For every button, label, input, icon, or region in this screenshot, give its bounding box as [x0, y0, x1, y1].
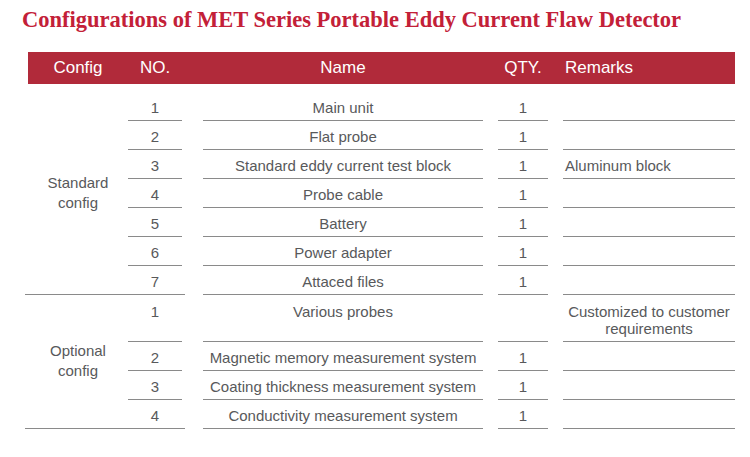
table-row: 1 Main unit 1 [28, 92, 735, 121]
qty-cell: 1 [498, 208, 548, 237]
remarks-cell: Aluminum block [563, 150, 735, 179]
remarks-cell [563, 92, 735, 121]
remarks-cell [563, 121, 735, 150]
no-cell: 6 [128, 237, 182, 266]
qty-cell: 1 [498, 400, 548, 429]
name-cell: Various probes [203, 295, 483, 342]
config-group-label: Optional config [28, 295, 128, 427]
no-cell: 2 [128, 342, 182, 371]
table-row: 6 Power adapter 1 [28, 237, 735, 266]
qty-cell [498, 295, 548, 342]
name-cell: Standard eddy current test block [203, 150, 483, 179]
remarks-cell [563, 179, 735, 208]
header-no: NO. [128, 58, 182, 78]
qty-cell: 1 [498, 179, 548, 208]
no-cell: 3 [128, 150, 182, 179]
config-group-label: Standard config [28, 92, 128, 293]
no-cell: 2 [128, 121, 182, 150]
qty-cell: 1 [498, 121, 548, 150]
no-cell: 4 [128, 400, 182, 429]
table-row: 2 Magnetic memory measurement system 1 [28, 342, 735, 371]
name-cell: Power adapter [203, 237, 483, 266]
name-cell: Probe cable [203, 179, 483, 208]
remarks-cell [563, 266, 735, 295]
header-remarks: Remarks [563, 58, 735, 78]
name-cell: Conductivity measurement system [203, 400, 483, 429]
no-cell: 5 [128, 208, 182, 237]
header-name: Name [203, 58, 483, 78]
remarks-cell: Customized to customer requirements [563, 295, 735, 342]
qty-cell: 1 [498, 150, 548, 179]
qty-cell: 1 [498, 237, 548, 266]
table-row: 1 Various probes Customized to customer … [28, 295, 735, 342]
configurations-table: Config NO. Name QTY. Remarks Standard co… [28, 52, 735, 429]
table-row: 4 Probe cable 1 [28, 179, 735, 208]
section-optional-config: Optional config 1 Various probes Customi… [28, 295, 735, 429]
table-row: 2 Flat probe 1 [28, 121, 735, 150]
remarks-cell [563, 371, 735, 400]
header-config: Config [28, 58, 128, 78]
no-cell: 1 [128, 295, 182, 342]
no-cell: 3 [128, 371, 182, 400]
name-cell: Main unit [203, 92, 483, 121]
table-row: 3 Coating thickness measurement system 1 [28, 371, 735, 400]
no-cell: 4 [128, 179, 182, 208]
header-qty: QTY. [498, 58, 548, 78]
no-cell: 7 [128, 266, 182, 295]
table-row: 3 Standard eddy current test block 1 Alu… [28, 150, 735, 179]
remarks-cell [563, 342, 735, 371]
qty-cell: 1 [498, 266, 548, 295]
remarks-cell [563, 208, 735, 237]
section-standard-config: Standard config 1 Main unit 1 2 Flat pro… [28, 92, 735, 295]
table-row: 7 Attaced files 1 [28, 266, 735, 295]
table-row: 4 Conductivity measurement system 1 [28, 400, 735, 429]
qty-cell: 1 [498, 92, 548, 121]
name-cell: Coating thickness measurement system [203, 371, 483, 400]
name-cell: Attaced files [203, 266, 483, 295]
qty-cell: 1 [498, 342, 548, 371]
remarks-cell [563, 237, 735, 266]
section-divider-line [25, 428, 185, 429]
remarks-cell [563, 400, 735, 429]
no-cell: 1 [128, 92, 182, 121]
table-header-row: Config NO. Name QTY. Remarks [28, 52, 735, 84]
table-row: 5 Battery 1 [28, 208, 735, 237]
page-title: Configurations of MET Series Portable Ed… [22, 5, 750, 35]
name-cell: Flat probe [203, 121, 483, 150]
name-cell: Battery [203, 208, 483, 237]
qty-cell: 1 [498, 371, 548, 400]
name-cell: Magnetic memory measurement system [203, 342, 483, 371]
